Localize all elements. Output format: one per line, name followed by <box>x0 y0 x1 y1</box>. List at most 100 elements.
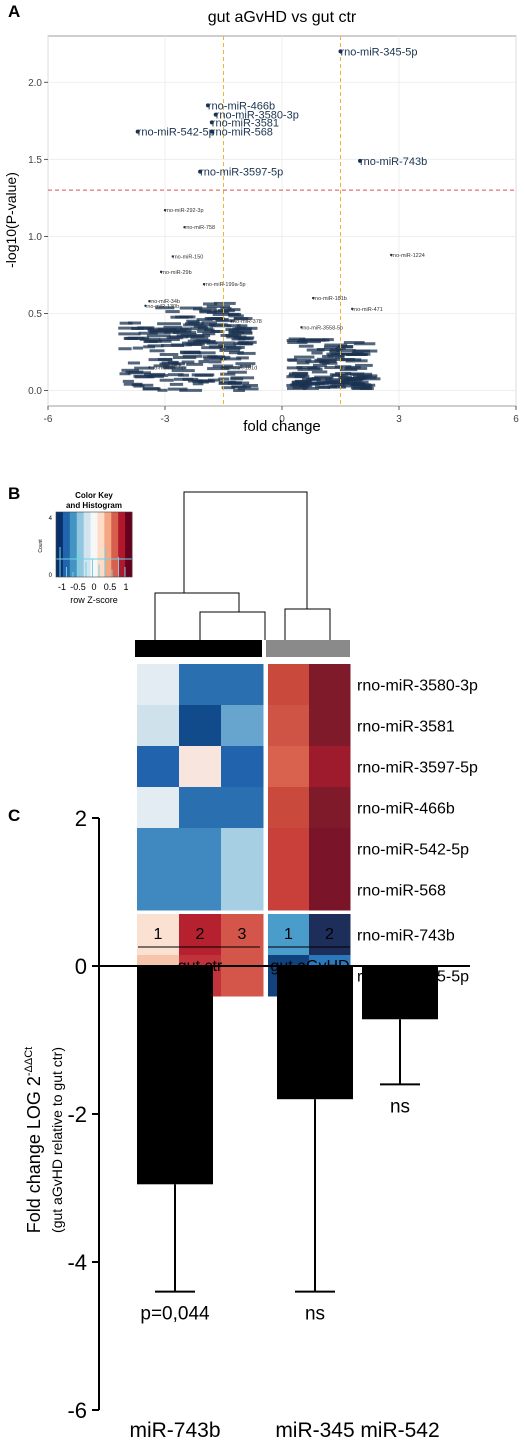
bar-y-axis-label-superscript: -ΔΔCt <box>23 1047 35 1076</box>
volcano-cloud-point <box>353 342 376 346</box>
volcano-cloud-point <box>220 357 242 361</box>
bar <box>137 966 213 1185</box>
heatmap-cell <box>221 705 264 747</box>
volcano-cloud-point <box>149 329 172 333</box>
color-key-swatch <box>90 512 98 577</box>
volcano-cloud-point <box>212 364 234 368</box>
volcano-cloud-point <box>149 339 172 343</box>
bar-marks: p=0,044 miR-743b ns miR-345 ns miR-542 <box>129 966 440 1442</box>
panel-letter-b: B <box>8 484 21 503</box>
volcano-cloud-point <box>127 371 151 375</box>
volcano-cloud-point <box>343 381 356 385</box>
volcano-cloud-point <box>192 382 204 386</box>
volcano-cloud-point <box>296 361 310 365</box>
volcano-highlighted-point <box>358 158 362 163</box>
heatmap-cell <box>137 787 180 829</box>
heatmap-cell <box>179 705 222 747</box>
volcano-x-tick-label: -6 <box>44 414 53 425</box>
color-key-swatch <box>125 512 133 577</box>
volcano-cloud-point <box>159 378 174 382</box>
volcano-cloud-point <box>237 387 259 391</box>
volcano-x-tick-label: 3 <box>396 414 402 425</box>
volcano-cloud-point <box>194 373 213 377</box>
color-key-tick-label: -0.5 <box>70 582 86 592</box>
bar-y-tick-label: 0 <box>75 954 87 979</box>
volcano-cloud-point <box>326 381 350 385</box>
volcano-axes: -6 -3 0 3 6 0.0 0.5 1.0 1.5 2.0 <box>28 78 519 425</box>
heatmap-cell <box>221 664 264 706</box>
bar-annotation: p=0,044 <box>140 1304 210 1325</box>
volcano-cloud-point <box>142 387 161 391</box>
volcano-minor-label: rno-miR-34b <box>149 299 180 305</box>
volcano-cloud-point <box>339 358 362 362</box>
volcano-cloud-point <box>215 341 236 345</box>
volcano-cloud-point <box>181 341 198 345</box>
volcano-cloud-point <box>147 327 164 331</box>
heatmap-cell <box>137 828 180 870</box>
heatmap-cell <box>309 869 351 911</box>
volcano-cloud-point <box>157 327 169 331</box>
volcano-minor-point <box>230 320 233 323</box>
volcano-minor-point <box>351 307 354 311</box>
color-key-x-label: row Z-score <box>70 595 118 605</box>
heatmap-cell <box>137 746 180 788</box>
volcano-cloud-point <box>306 348 325 352</box>
volcano-y-tick-label: 0.0 <box>28 386 42 397</box>
volcano-cloud-point <box>119 372 131 376</box>
volcano-cloud-point <box>220 366 241 370</box>
volcano-cloud-point <box>170 329 187 333</box>
volcano-highlighted-label: rno-miR-3580-3p <box>216 110 299 122</box>
volcano-cloud-point <box>239 342 254 346</box>
heatmap-cell <box>309 914 351 956</box>
volcano-title: gut aGvHD vs gut ctr <box>208 9 357 26</box>
volcano-cloud-point <box>288 337 306 341</box>
volcano-cloud-point <box>327 385 347 389</box>
volcano-cloud-point <box>351 382 364 386</box>
volcano-minor-label: rno-miR-29b <box>161 270 192 276</box>
heatmap-cell <box>221 746 264 788</box>
volcano-cloud-point <box>338 375 349 379</box>
volcano-cloud-point <box>166 336 184 340</box>
bar-y-axis-label-line2: (gut aGvHD relative to gut ctr) <box>49 1047 65 1233</box>
volcano-highlighted-label: rno-miR-568 <box>212 127 273 139</box>
volcano-minor-label: rno-miR-3558-5p <box>302 325 344 331</box>
color-key-frame <box>55 511 133 578</box>
volcano-cloud-point <box>330 352 353 356</box>
heatmap-row-label: rno-miR-743b <box>357 928 455 945</box>
bar <box>362 966 438 1020</box>
volcano-minor-point <box>163 209 167 212</box>
volcano-cloud-point <box>286 366 303 370</box>
volcano-cloud-point <box>220 307 232 311</box>
volcano-cloud-point <box>138 331 158 335</box>
volcano-cloud-point <box>286 358 297 362</box>
dendrogram-ctr-branch <box>154 592 240 640</box>
heatmap-cell <box>179 664 222 706</box>
volcano-cloud-point <box>227 370 247 374</box>
heatmap-cell <box>268 787 310 829</box>
bar <box>277 966 353 1100</box>
volcano-minor-point <box>312 296 315 300</box>
volcano-cloud-point <box>162 365 176 369</box>
volcano-minor-label: rno-miR-181d <box>224 365 258 371</box>
volcano-cloud-point <box>286 339 307 343</box>
volcano-minor-point <box>183 225 186 229</box>
volcano-cloud-point <box>179 306 203 310</box>
volcano-cloud-point <box>203 302 218 306</box>
volcano-cloud-point <box>235 362 256 366</box>
volcano-x-axis-label: fold change <box>243 418 321 435</box>
volcano-highlighted-label: rno-miR-3597-5p <box>200 167 283 179</box>
volcano-minor-point <box>148 366 151 369</box>
volcano-highlighted-point <box>213 112 218 117</box>
bar-annotation: ns <box>305 1304 325 1325</box>
volcano-cloud-point <box>334 365 352 369</box>
heatmap-cell <box>221 869 264 911</box>
volcano-cloud-point <box>294 379 311 383</box>
volcano-cloud-point <box>123 336 139 340</box>
volcano-minor-point <box>202 283 206 286</box>
volcano-minor-point <box>159 270 163 274</box>
volcano-y-tick-label: 2.0 <box>28 78 42 89</box>
color-key-swatch <box>111 512 119 577</box>
volcano-cloud-point <box>302 381 326 385</box>
volcano-cloud-point <box>208 323 228 327</box>
volcano-cloud-point <box>226 324 241 328</box>
